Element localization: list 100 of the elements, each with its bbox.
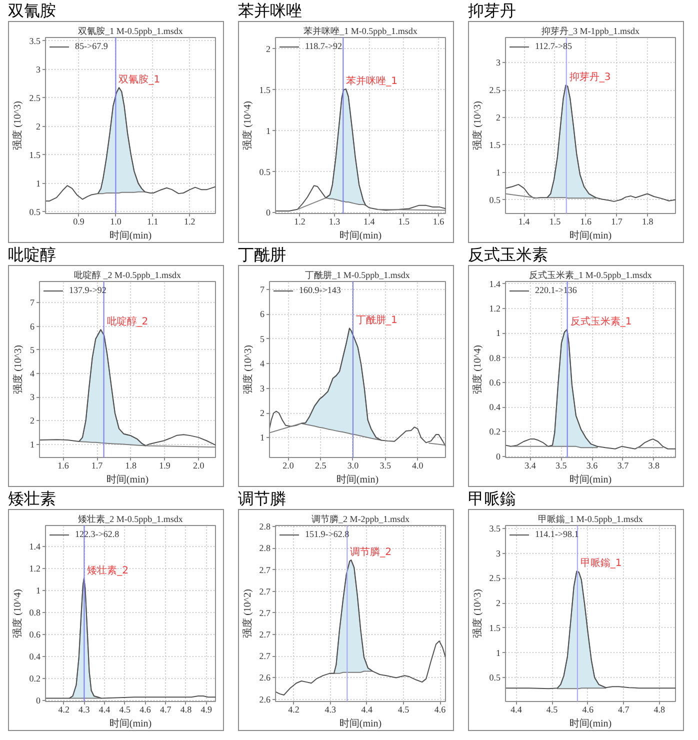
y-tick-label: 3 (260, 383, 265, 394)
annotation: 苯并咪唑_1 (346, 75, 398, 88)
x-tick-label: 1.8 (125, 460, 138, 470)
x-tick-label: 4.6 (582, 704, 594, 714)
y-tick-label: 2.7 (259, 586, 271, 596)
legend-label: 118.7->92 (305, 41, 342, 51)
chart-title: 抑芽丹 (468, 1, 516, 20)
y-tick-label: 5 (260, 334, 265, 344)
x-tick-label: 1.2 (184, 216, 196, 226)
x-tick-label: 4.6 (140, 704, 152, 714)
y-tick-label: 2.7 (259, 651, 271, 662)
annotation: 矮壮素_2 (87, 564, 129, 576)
y-tick-label: 1.5 (489, 622, 501, 633)
chart-subtitle: 苯并咪唑_1 M-0.5ppb_1.msdx (304, 26, 418, 36)
chart-title: 丁酰肼 (238, 245, 286, 264)
y-tick-label: 2.8 (259, 543, 271, 554)
y-tick-label: 1.2 (489, 304, 500, 314)
y-tick-label: 1.5 (259, 84, 271, 95)
chart-subtitle: 吡啶醇 _2 M-0.5ppb_1.msdx (74, 270, 182, 280)
x-tick-label: 1.6 (58, 460, 70, 470)
legend-label: 114.1->98.1 (535, 529, 579, 539)
y-tick-label: 2 (266, 44, 270, 54)
x-tick-label: 4.9 (200, 704, 212, 714)
x-tick-label: 3.5 (380, 460, 392, 470)
x-tick-label: 4.4 (510, 704, 522, 714)
x-axis-title: 时间(min) (339, 230, 382, 242)
annotation: 反式玉米素_1 (570, 316, 632, 328)
chart-subtitle: 甲哌鎓_1 M-0.5ppb_1.msdx (538, 514, 644, 524)
x-tick-label: 4.5 (398, 704, 410, 714)
y-tick-label: 2.6 (259, 672, 271, 683)
y-tick-label: 2 (30, 416, 34, 426)
y-tick-label: 0.2 (29, 673, 40, 684)
y-tick-label: 1.4 (489, 278, 501, 289)
y-tick-label: 2.8 (259, 522, 271, 532)
x-tick-label: 1.7 (91, 460, 104, 470)
x-tick-label: 1.0 (110, 216, 122, 226)
y-tick-label: 1.2 (29, 563, 40, 574)
y-tick-label: 1 (36, 585, 40, 596)
y-tick-label: 1 (36, 178, 40, 188)
x-tick-label: 1.6 (580, 216, 592, 226)
x-tick-label: 1.1 (147, 216, 158, 226)
chart-title: 双氰胺 (8, 1, 56, 20)
x-axis-title: 时间(min) (569, 718, 612, 730)
y-tick-label: 3 (36, 64, 41, 74)
y-tick-label: 6 (30, 321, 35, 332)
x-axis-title: 时间(min) (106, 474, 149, 486)
x-axis-title: 时间(min) (109, 230, 152, 242)
x-tick-label: 1.5 (549, 216, 562, 226)
y-tick-label: 1 (30, 439, 34, 450)
x-axis-title: 时间(min) (569, 230, 612, 242)
y-tick-label: 1 (260, 432, 264, 443)
chart-subtitle: 矮壮素_2 M-0.5ppb_1.msdx (78, 514, 184, 524)
y-axis-title: 强度 (10^3) (242, 345, 254, 394)
chart-subtitle: 双氰胺_1 M-0.5ppb_1.msdx (78, 26, 184, 36)
x-axis-title: 时间(min) (109, 718, 152, 730)
x-tick-label: 4.4 (98, 704, 111, 714)
y-tick-label: 2.5 (29, 92, 41, 103)
x-tick-label: 4.3 (78, 704, 90, 714)
chart-subtitle: 反式玉米素_1 M-0.5ppb_1.msdx (529, 270, 652, 280)
y-tick-label: 1 (496, 328, 500, 338)
y-axis-title: 强度 (10^3) (471, 101, 484, 150)
chart-title: 苯并咪唑 (238, 1, 302, 20)
y-tick-label: 1 (496, 167, 500, 178)
y-tick-label: 4 (30, 368, 35, 379)
x-tick-label: 3.4 (524, 460, 536, 470)
chart-title: 吡啶醇 (8, 245, 56, 264)
x-tick-label: 1.2 (294, 216, 306, 226)
y-tick-label: 0.4 (29, 651, 41, 662)
y-tick-label: 2.7 (259, 564, 271, 575)
y-axis-title: 强度 (10^4) (241, 101, 254, 150)
x-tick-label: 4.8 (654, 704, 666, 714)
chart-subtitle: 抑芽丹_3 M-1ppb_1.msdx (542, 26, 640, 36)
x-axis-title: 时间(min) (339, 718, 382, 730)
x-tick-label: 2.5 (314, 460, 327, 470)
y-tick-label: 0 (36, 695, 41, 706)
y-tick-label: 2.5 (489, 573, 501, 584)
x-tick-label: 4.2 (58, 704, 70, 714)
chart-title: 调节膦 (238, 489, 286, 508)
y-axis-title: 强度 (10^3) (471, 589, 484, 638)
x-tick-label: 3.8 (648, 460, 660, 470)
x-tick-label: 4.0 (412, 460, 424, 470)
y-tick-label: 0.2 (489, 426, 500, 437)
x-tick-label: 2.0 (282, 460, 294, 470)
y-tick-label: 0.5 (489, 194, 501, 205)
y-tick-label: 3.5 (29, 36, 41, 46)
x-tick-label: 1.4 (518, 216, 530, 226)
chart-subtitle: 调节膦_2 M-2ppb_1.msdx (312, 514, 410, 524)
y-tick-label: 2.7 (259, 630, 271, 640)
x-tick-label: 4.2 (288, 704, 300, 714)
y-tick-label: 2 (496, 112, 500, 123)
x-tick-label: 4.3 (324, 704, 336, 714)
y-axis-title: 强度 (10^3) (11, 101, 24, 150)
x-tick-label: 4.5 (119, 704, 132, 714)
x-tick-label: 1.4 (364, 216, 376, 226)
y-tick-label: 3.5 (489, 523, 501, 534)
legend-label: 151.9->62.8 (305, 529, 350, 539)
y-tick-label: 2 (36, 121, 40, 132)
x-tick-label: 1.3 (328, 216, 341, 226)
legend-label: 112.7->85 (535, 41, 572, 51)
chart-subtitle: 丁酰肼_1 M-0.5ppb_1.msdx (305, 270, 410, 280)
